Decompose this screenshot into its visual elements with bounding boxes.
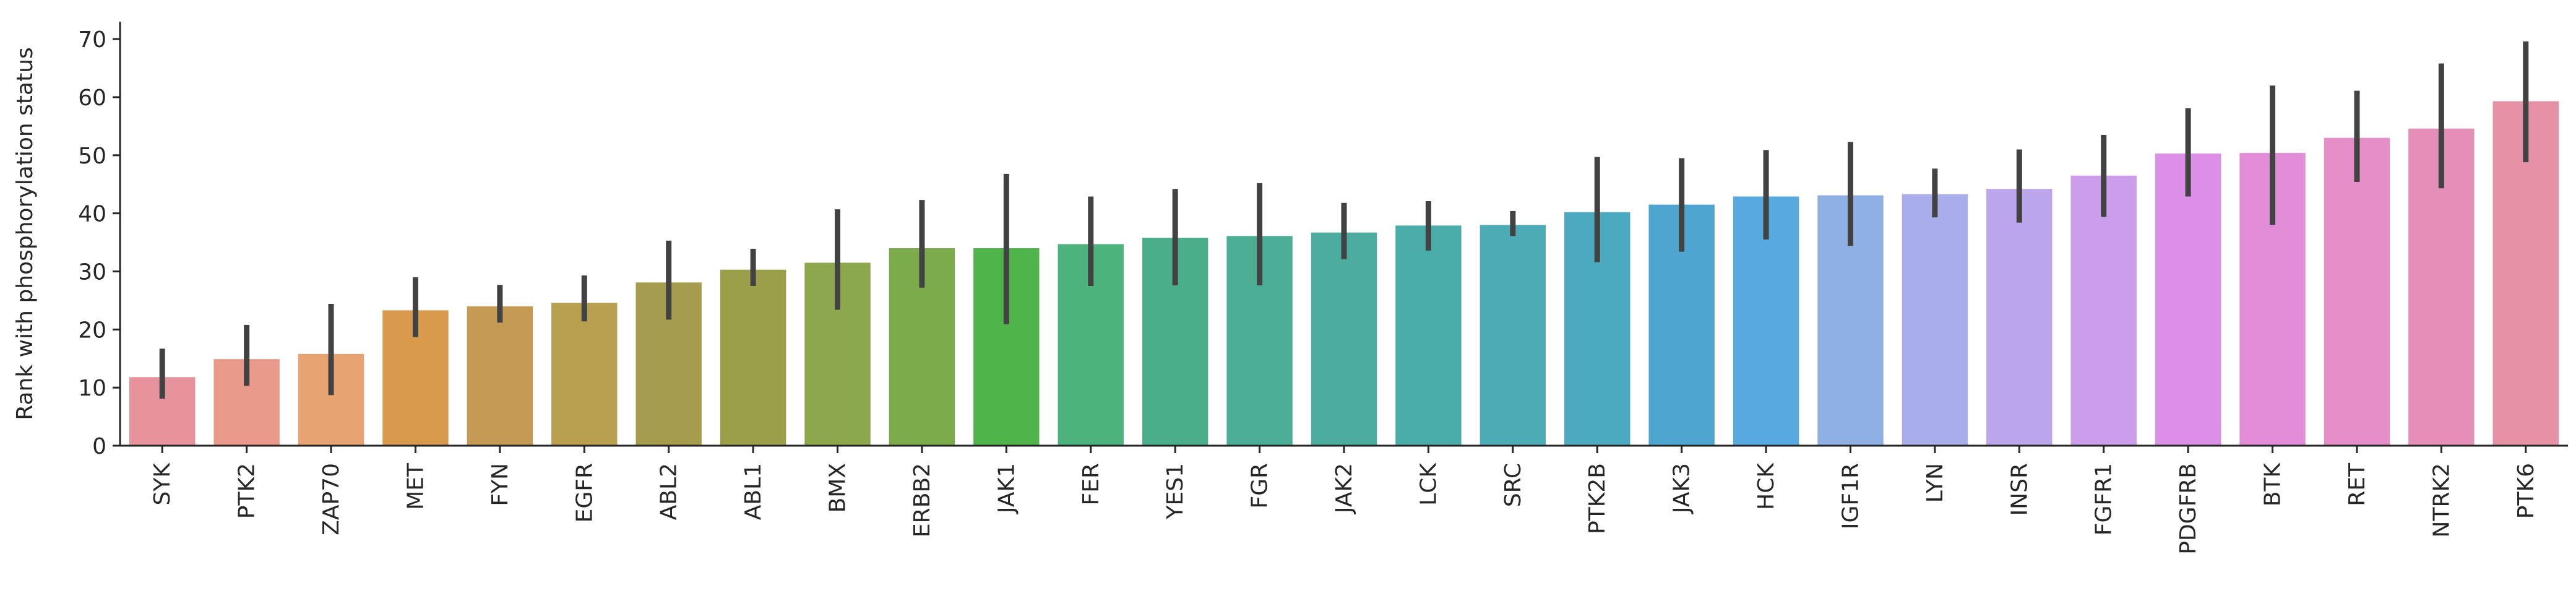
x-tick-label: LCK — [1416, 462, 1441, 506]
x-tick-label: EGFR — [572, 463, 597, 522]
bar-fgfr1 — [2070, 175, 2137, 446]
x-tick-label: FGR — [1247, 463, 1273, 509]
y-tick-label: 50 — [78, 144, 106, 169]
bar-lyn — [1902, 194, 1968, 446]
y-tick-label: 20 — [78, 318, 106, 343]
x-tick-label: HCK — [1754, 462, 1779, 510]
x-tick-label: JAK3 — [1669, 463, 1695, 514]
x-tick-label: BMX — [825, 463, 851, 513]
x-tick-label: IGF1R — [1838, 463, 1863, 529]
x-tick-label: BTK — [2260, 462, 2286, 507]
x-tick-label: ERBB2 — [910, 463, 935, 537]
bar-abl1 — [720, 269, 786, 446]
x-tick-label: LYN — [1923, 463, 1948, 503]
x-tick-label: YES1 — [1163, 463, 1188, 520]
error-bars-group — [159, 41, 2529, 399]
bar-jak2 — [1311, 232, 1377, 446]
x-tick-label: RET — [2345, 462, 2370, 506]
x-tick-label: FER — [1079, 463, 1104, 505]
x-tick-label: PTK2B — [1585, 463, 1610, 534]
bars-group — [129, 101, 2559, 446]
y-tick-label: 30 — [78, 259, 106, 285]
bar-insr — [1986, 189, 2053, 446]
x-tick-label: INSR — [2007, 463, 2032, 516]
x-tick-label: JAK1 — [994, 463, 1019, 514]
bar-lck — [1395, 225, 1462, 446]
x-tick-label: SRC — [1501, 463, 1526, 507]
x-tick-label: JAK2 — [1332, 463, 1357, 514]
y-tick-label: 10 — [78, 376, 106, 401]
bar-fyn — [467, 306, 533, 446]
y-tick-label: 0 — [92, 434, 106, 459]
bar-egfr — [551, 303, 618, 446]
y-tick-label: 40 — [78, 202, 106, 227]
x-tick-label: ABL2 — [657, 463, 682, 520]
x-tick-label: SYK — [150, 462, 175, 506]
x-tick-label: FYN — [488, 463, 513, 506]
bar-src — [1480, 225, 1546, 446]
x-tick-label: ZAP70 — [319, 463, 344, 535]
x-tick-label: PTK6 — [2514, 463, 2539, 519]
x-tick-label: MET — [403, 462, 428, 510]
x-axis: SYK PTK2 ZAP70 MET FYN EGFR ABL2 ABL1 BMX ERBB2 JA… — [120, 444, 2568, 555]
x-tick-label: FGFR1 — [2091, 463, 2117, 535]
y-axis-title-group: Rank with phosphorylation status — [12, 47, 38, 420]
y-tick-label: 70 — [78, 27, 106, 53]
bar-pdgfrb — [2155, 154, 2221, 446]
y-axis: 0 10 20 30 40 50 60 70 — [78, 22, 121, 459]
x-tick-label: PDGFRB — [2176, 463, 2201, 555]
x-tick-label: PTK2 — [235, 463, 260, 519]
y-axis-title: Rank with phosphorylation status — [12, 47, 38, 420]
y-tick-label: 60 — [78, 85, 106, 111]
x-tick-label: ABL1 — [741, 463, 766, 520]
bar-ret — [2324, 137, 2390, 446]
x-tick-label: NTRK2 — [2429, 463, 2454, 537]
